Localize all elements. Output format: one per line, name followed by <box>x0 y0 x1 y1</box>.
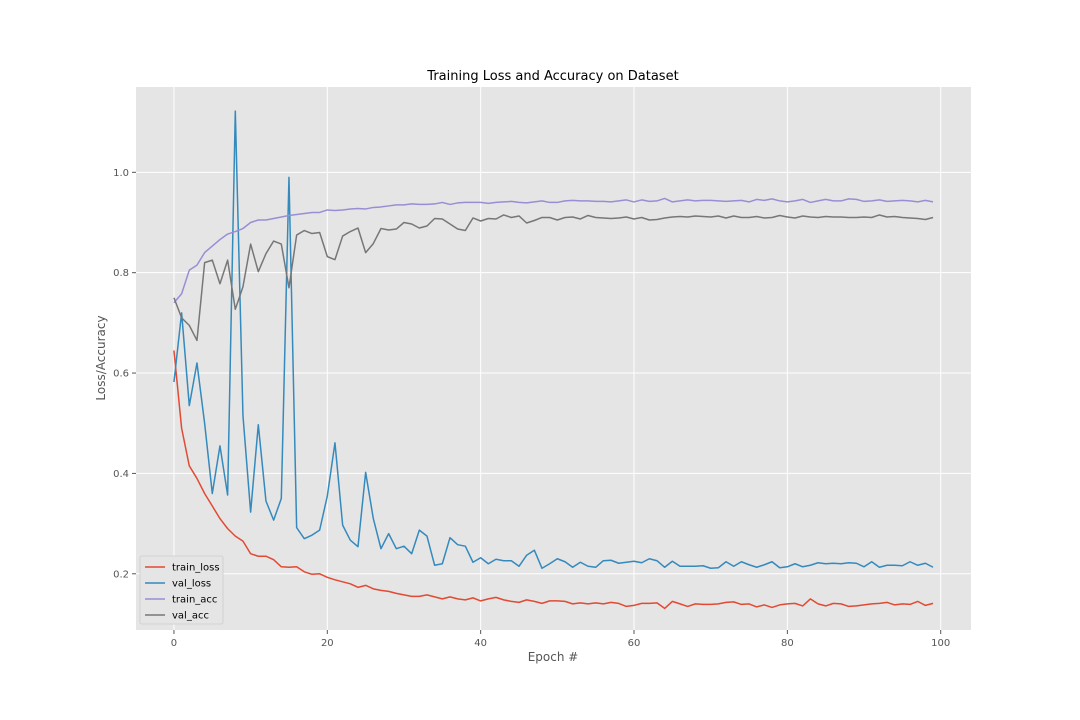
y-tick-label: 0.8 <box>113 268 129 279</box>
legend-label-train-loss: train_loss <box>172 563 220 574</box>
chart-title: Training Loss and Accuracy on Dataset <box>426 69 678 84</box>
series-lines <box>173 110 934 610</box>
x-tick-label: 20 <box>321 638 334 649</box>
x-tick-label: 80 <box>781 638 794 649</box>
grid-lines <box>136 87 971 630</box>
axis-ticks: 0 20 40 60 80 100 0.2 0.4 0.6 0.8 1.0 <box>113 168 950 649</box>
y-axis-label: Loss/Accuracy <box>94 315 108 400</box>
x-tick-label: 100 <box>931 638 950 649</box>
legend: train_loss val_loss train_acc val_acc <box>139 555 224 625</box>
y-tick-label: 0.6 <box>113 369 129 380</box>
y-tick-label: 0.2 <box>113 569 129 580</box>
x-tick-label: 0 <box>171 638 177 649</box>
legend-label-train-acc: train_acc <box>172 595 217 606</box>
x-tick-label: 60 <box>628 638 641 649</box>
y-tick-label: 1.0 <box>113 168 129 179</box>
x-tick-label: 40 <box>474 638 487 649</box>
series-line-train-loss <box>173 350 934 610</box>
x-axis-label: Epoch # <box>528 650 579 664</box>
series-line-val-loss <box>173 110 934 570</box>
series-line-val-acc <box>173 214 934 342</box>
legend-label-val-loss: val_loss <box>172 579 211 590</box>
plot-area <box>136 87 971 630</box>
y-tick-label: 0.4 <box>113 469 129 480</box>
legend-box <box>139 555 224 625</box>
series-line-train-acc <box>173 197 934 304</box>
legend-label-val-acc: val_acc <box>172 611 209 622</box>
